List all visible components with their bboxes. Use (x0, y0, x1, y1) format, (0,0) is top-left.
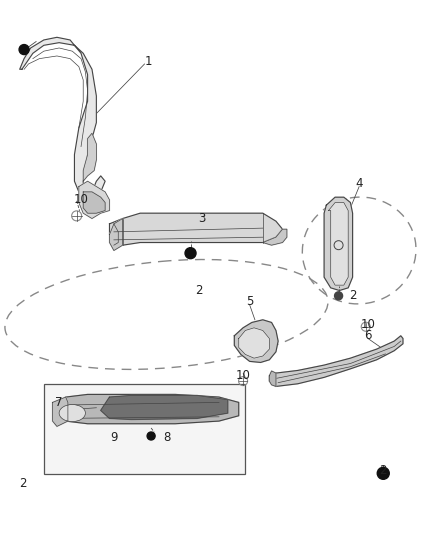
Polygon shape (110, 219, 123, 251)
Circle shape (185, 248, 196, 259)
Text: 2: 2 (379, 464, 387, 477)
Text: 10: 10 (360, 318, 375, 330)
Text: 10: 10 (236, 369, 251, 382)
Polygon shape (20, 37, 105, 203)
Circle shape (19, 45, 29, 54)
Ellipse shape (59, 405, 85, 422)
Polygon shape (110, 213, 283, 245)
Text: 1: 1 (145, 55, 153, 68)
Text: 5: 5 (246, 295, 253, 308)
Polygon shape (53, 397, 68, 426)
Text: 2: 2 (195, 284, 203, 297)
Polygon shape (328, 203, 348, 285)
Text: 8: 8 (163, 431, 170, 443)
Text: 3: 3 (198, 212, 205, 225)
Polygon shape (263, 229, 287, 245)
Circle shape (377, 467, 389, 479)
Text: 9: 9 (110, 431, 118, 443)
Text: 2: 2 (349, 289, 357, 302)
Polygon shape (234, 320, 278, 362)
Polygon shape (79, 181, 110, 219)
Text: 2: 2 (19, 478, 27, 490)
Circle shape (147, 432, 155, 440)
Text: 7: 7 (55, 396, 63, 409)
Bar (44, 384, 245, 474)
Text: 10: 10 (74, 193, 88, 206)
Polygon shape (57, 394, 239, 424)
Text: 6: 6 (364, 329, 372, 342)
Polygon shape (83, 192, 105, 213)
Text: 4: 4 (355, 177, 363, 190)
Polygon shape (269, 336, 403, 386)
Polygon shape (269, 371, 276, 386)
Circle shape (335, 292, 343, 300)
Polygon shape (101, 395, 228, 419)
Polygon shape (239, 328, 269, 358)
Polygon shape (83, 133, 96, 181)
Polygon shape (324, 197, 353, 290)
